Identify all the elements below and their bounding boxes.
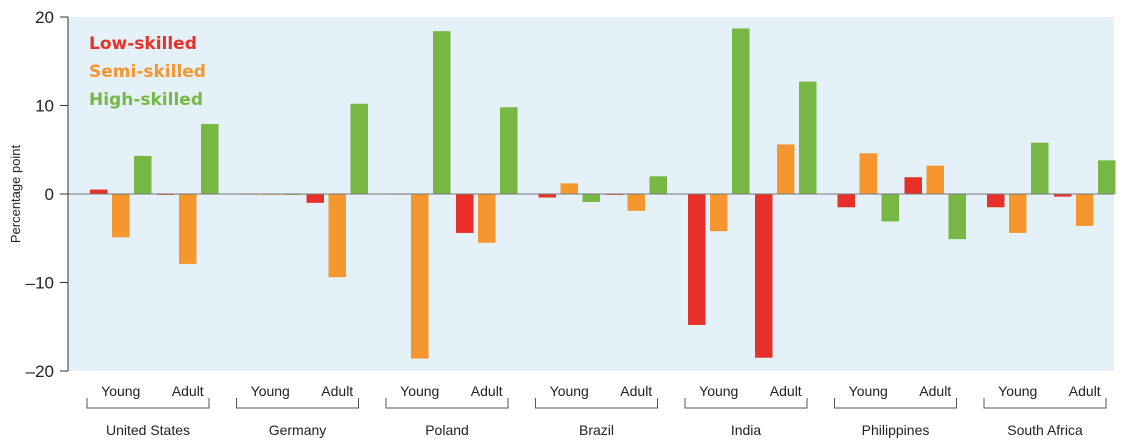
subgroup-label: Adult: [172, 383, 204, 399]
bar-india-young-low-skilled: [688, 194, 706, 325]
bar-brazil-adult-semi-skilled: [627, 194, 645, 211]
bar-south-africa-young-high-skilled: [1031, 142, 1049, 194]
bar-south-africa-adult-low-skilled: [1054, 194, 1072, 197]
bar-india-young-semi-skilled: [710, 194, 728, 232]
bar-philippines-adult-semi-skilled: [926, 165, 944, 194]
subgroup-label: Young: [998, 383, 1037, 399]
legend: Low-skilled Semi-skilled High-skilled: [89, 34, 206, 110]
bar-poland-adult-high-skilled: [500, 107, 518, 194]
y-axis: 20 10 0 –10 –20: [26, 8, 69, 381]
bar-brazil-young-high-skilled: [582, 194, 600, 202]
subgroup-label: Adult: [919, 383, 951, 399]
legend-low-skilled: Low-skilled: [89, 34, 197, 54]
subgroup-label: Adult: [321, 383, 353, 399]
bars-layer: [90, 28, 1116, 359]
y-axis-label: Percentage point: [8, 144, 23, 243]
y-tick-label: –10: [26, 274, 54, 293]
bar-poland-adult-semi-skilled: [478, 194, 496, 243]
group-bracket: [834, 398, 957, 409]
bar-south-africa-young-low-skilled: [987, 194, 1005, 208]
bar-south-africa-adult-high-skilled: [1098, 160, 1116, 194]
bar-india-young-high-skilled: [732, 28, 750, 194]
country-label: Germany: [269, 422, 327, 438]
country-label: Poland: [425, 422, 469, 438]
subgroup-label: Adult: [1069, 383, 1101, 399]
bar-philippines-adult-low-skilled: [904, 177, 922, 194]
legend-high-skilled: High-skilled: [89, 90, 203, 110]
bar-poland-young-high-skilled: [433, 31, 451, 194]
subgroup-label: Adult: [471, 383, 503, 399]
subgroup-label: Young: [699, 383, 738, 399]
bar-poland-adult-low-skilled: [456, 194, 474, 233]
group-bracket: [535, 398, 658, 409]
subgroup-label: Young: [849, 383, 888, 399]
y-tick-label: –20: [26, 362, 54, 381]
bar-united-states-adult-semi-skilled: [179, 194, 197, 264]
bar-germany-adult-high-skilled: [350, 103, 368, 194]
bar-philippines-young-semi-skilled: [859, 153, 877, 194]
bar-united-states-young-semi-skilled: [112, 194, 130, 238]
group-bracket: [385, 398, 509, 409]
bar-philippines-young-low-skilled: [837, 194, 855, 208]
bar-brazil-adult-high-skilled: [649, 176, 667, 194]
country-label: Brazil: [579, 422, 614, 438]
group-bracket: [684, 398, 808, 409]
subgroup-label: Adult: [620, 383, 652, 399]
bar-united-states-young-low-skilled: [90, 189, 108, 194]
legend-semi-skilled: Semi-skilled: [89, 62, 206, 82]
group-bracket: [236, 398, 359, 409]
subgroup-label: Young: [550, 383, 589, 399]
bar-united-states-young-high-skilled: [134, 155, 152, 194]
bar-philippines-adult-high-skilled: [948, 194, 966, 240]
bar-south-africa-young-semi-skilled: [1009, 194, 1027, 233]
bar-brazil-young-semi-skilled: [560, 183, 578, 194]
bar-germany-adult-semi-skilled: [328, 194, 346, 278]
bar-india-adult-semi-skilled: [777, 144, 795, 194]
subgroup-label: Young: [400, 383, 439, 399]
country-label: South Africa: [1007, 422, 1083, 438]
bar-brazil-young-low-skilled: [538, 194, 556, 198]
subgroup-label: Adult: [770, 383, 802, 399]
bar-philippines-young-high-skilled: [881, 194, 899, 222]
bar-poland-young-semi-skilled: [411, 194, 429, 359]
subgroup-label: Young: [101, 383, 140, 399]
group-bracket: [983, 398, 1107, 409]
bar-united-states-adult-high-skilled: [201, 124, 219, 194]
subgroup-label: Young: [251, 383, 290, 399]
group-bracket: [86, 398, 210, 409]
y-tick-label: 0: [45, 185, 54, 204]
y-tick-label: 10: [35, 97, 54, 116]
bar-india-adult-low-skilled: [755, 194, 773, 358]
country-label: India: [731, 422, 762, 438]
country-label: Philippines: [862, 422, 930, 438]
y-tick-label: 20: [35, 8, 54, 27]
country-label: United States: [106, 422, 190, 438]
bar-india-adult-high-skilled: [799, 81, 817, 194]
bar-germany-adult-low-skilled: [306, 194, 324, 203]
x-axis: Young Adult United States Young Adult Germany…: [86, 383, 1107, 438]
bar-south-africa-adult-semi-skilled: [1076, 194, 1094, 226]
